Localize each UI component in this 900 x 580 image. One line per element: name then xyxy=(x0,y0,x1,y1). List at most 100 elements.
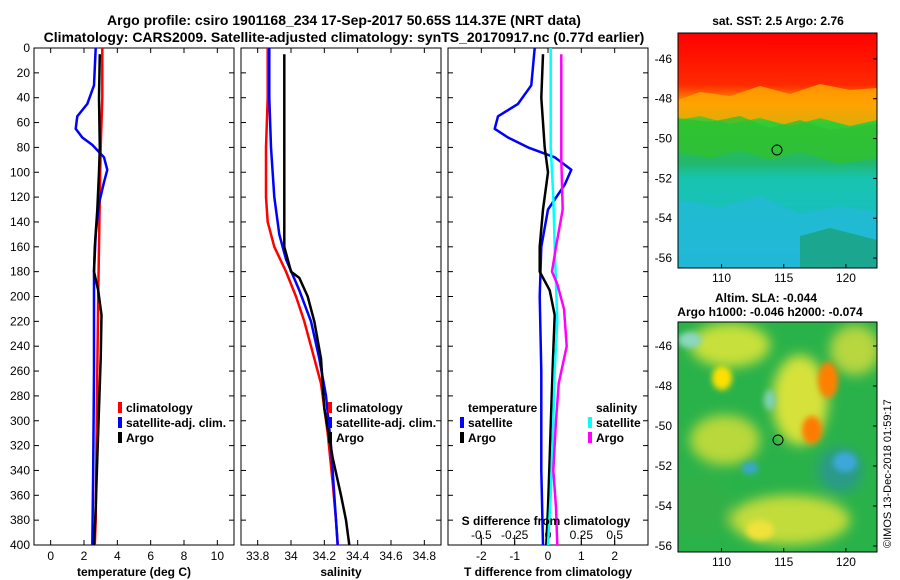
sst-south-green xyxy=(800,228,877,268)
map-y-tick-label: -52 xyxy=(655,459,673,473)
map-y-tick-label: -54 xyxy=(655,211,673,225)
x-tick-label: 6 xyxy=(147,549,154,563)
salinity-series xyxy=(264,48,351,546)
depth-tick-label: 380 xyxy=(10,513,30,527)
legend-label-argo: Argo xyxy=(336,431,364,445)
sla-map-subtitle: Argo h1000: -0.046 h2000: -0.074 xyxy=(677,305,863,319)
s-tick-label: -0.25 xyxy=(501,528,529,542)
series-line-t-satellite xyxy=(493,47,573,546)
legend-swatch-satellite xyxy=(328,417,332,428)
temperature-series xyxy=(74,47,109,546)
map-y-tick-label: -46 xyxy=(655,339,673,353)
watermark: ©IMOS 13-Dec-2018 01:59:17 xyxy=(882,399,894,548)
legend-swatch-satellite xyxy=(118,417,122,428)
temperature-ticks: 0 2 4 6 8 10 xyxy=(47,48,224,563)
depth-tick-label: 160 xyxy=(10,240,30,254)
depth-tick-label: 140 xyxy=(10,215,30,229)
map-x-tick-label: 110 xyxy=(712,555,731,569)
sla-heatmap xyxy=(678,322,877,552)
legend-label-s-argo: Argo xyxy=(596,431,624,445)
depth-tick-label: 220 xyxy=(10,314,30,328)
legend-label-climatology: climatology xyxy=(126,401,193,415)
argo-position-marker xyxy=(772,434,784,446)
legend-swatch-s-satellite xyxy=(588,417,592,428)
x-tick-label: 34.2 xyxy=(313,549,337,563)
sst-map-ticks: 110 115 120 -46 -48 -50 -52 -54 -56 xyxy=(655,52,877,285)
depth-tick-label: 280 xyxy=(10,389,30,403)
x-tick-label: -2 xyxy=(476,549,487,563)
title-line-1: Argo profile: csiro 1901168_234 17-Sep-2… xyxy=(107,12,581,28)
difference-legend-temperature: temperature satellite Argo xyxy=(460,401,538,445)
s-tick-label: 0.25 xyxy=(570,528,594,542)
x-tick-label: 34.8 xyxy=(413,549,437,563)
depth-tick-label: 200 xyxy=(10,290,30,304)
x-tick-label: 2 xyxy=(81,549,88,563)
series-line-argo xyxy=(92,54,103,546)
series-line-t-argo xyxy=(538,54,556,546)
t-difference-xlabel: T difference from climatology xyxy=(464,565,632,579)
sla-map-panel: Altim. SLA: -0.044 Argo h1000: -0.046 h2… xyxy=(655,291,878,569)
x-tick-label: 34.4 xyxy=(346,549,370,563)
series-line-s-satellite xyxy=(546,48,559,546)
legend-swatch-climatology xyxy=(118,402,122,413)
x-tick-label: 0 xyxy=(545,549,552,563)
x-tick-label: 33.8 xyxy=(246,549,270,563)
difference-series xyxy=(493,47,573,546)
salinity-legend: climatology satellite-adj. clim. Argo xyxy=(328,401,436,445)
argo-position-marker xyxy=(771,144,783,156)
legend-label-satellite: satellite-adj. clim. xyxy=(126,416,226,430)
x-tick-label: 1 xyxy=(578,549,585,563)
salinity-ticks: 33.8 34 34.2 34.4 34.6 34.8 xyxy=(246,48,436,563)
depth-tick-label: 40 xyxy=(17,91,31,105)
depth-tick-label: 340 xyxy=(10,463,30,477)
s-difference-label: S difference from climatology xyxy=(462,514,631,528)
series-line-climatology xyxy=(264,48,339,546)
sla-map-title: Altim. SLA: -0.044 xyxy=(715,291,817,305)
legend-label-satellite: satellite-adj. clim. xyxy=(336,416,436,430)
s-tick-label: 0.5 xyxy=(606,528,623,542)
legend-swatch-argo xyxy=(118,432,122,443)
temperature-legend: climatology satellite-adj. clim. Argo xyxy=(118,401,226,445)
sst-heatmap xyxy=(678,33,877,268)
map-y-tick-label: -46 xyxy=(655,52,673,66)
sst-map-title: sat. SST: 2.5 Argo: 2.76 xyxy=(712,14,844,28)
depth-tick-label: 400 xyxy=(10,538,30,552)
difference-legend-salinity: salinity satellite Argo xyxy=(588,401,641,445)
x-tick-label: -1 xyxy=(509,549,520,563)
map-y-tick-label: -48 xyxy=(655,379,673,393)
depth-ticks: 0 20 40 60 80 100 120 140 160 180 200 220 240 260 280 3… xyxy=(10,41,234,552)
salinity-panel: 33.8 34 34.2 34.4 34.6 34.8 salinity climatol… xyxy=(240,47,442,579)
title-line-2: Climatology: CARS2009. Satellite-adjuste… xyxy=(44,29,645,45)
legend-label-climatology: climatology xyxy=(336,401,403,415)
difference-axes xyxy=(447,47,649,546)
legend-swatch-argo xyxy=(328,432,332,443)
depth-tick-label: 360 xyxy=(10,488,30,502)
sst-map-panel: sat. SST: 2.5 Argo: 2.76 110 115 120 -46 -48… xyxy=(655,14,878,285)
x-tick-label: 8 xyxy=(181,549,188,563)
depth-tick-label: 0 xyxy=(23,41,30,55)
legend-label-s-satellite: satellite xyxy=(596,416,641,430)
temperature-axes xyxy=(33,47,235,546)
depth-tick-label: 260 xyxy=(10,364,30,378)
map-y-tick-label: -50 xyxy=(655,419,673,433)
legend-title-salinity: salinity xyxy=(596,401,638,415)
depth-tick-label: 20 xyxy=(17,66,31,80)
map-y-tick-label: -48 xyxy=(655,92,673,106)
map-y-tick-label: -52 xyxy=(655,171,673,185)
temperature-panel: 0204060801001201401601802002202402602803… xyxy=(10,41,235,579)
depth-tick-label: 300 xyxy=(10,414,30,428)
legend-swatch-climatology xyxy=(328,402,332,413)
map-y-tick-label: -56 xyxy=(655,251,673,265)
salinity-xlabel: salinity xyxy=(320,565,362,579)
temperature-xlabel: temperature (deg C) xyxy=(77,565,191,579)
legend-label-t-argo: Argo xyxy=(468,431,496,445)
depth-tick-label: 100 xyxy=(10,165,30,179)
map-y-tick-label: -56 xyxy=(655,539,673,553)
x-tick-label: 4 xyxy=(114,549,121,563)
sla-map-ticks: 110 115 120 -46 -48 -50 -52 -54 -56 xyxy=(655,339,877,569)
map-x-tick-label: 120 xyxy=(836,271,856,285)
legend-swatch-s-argo xyxy=(588,432,592,443)
depth-tick-label: 320 xyxy=(10,439,30,453)
depth-tick-label: 80 xyxy=(17,140,31,154)
